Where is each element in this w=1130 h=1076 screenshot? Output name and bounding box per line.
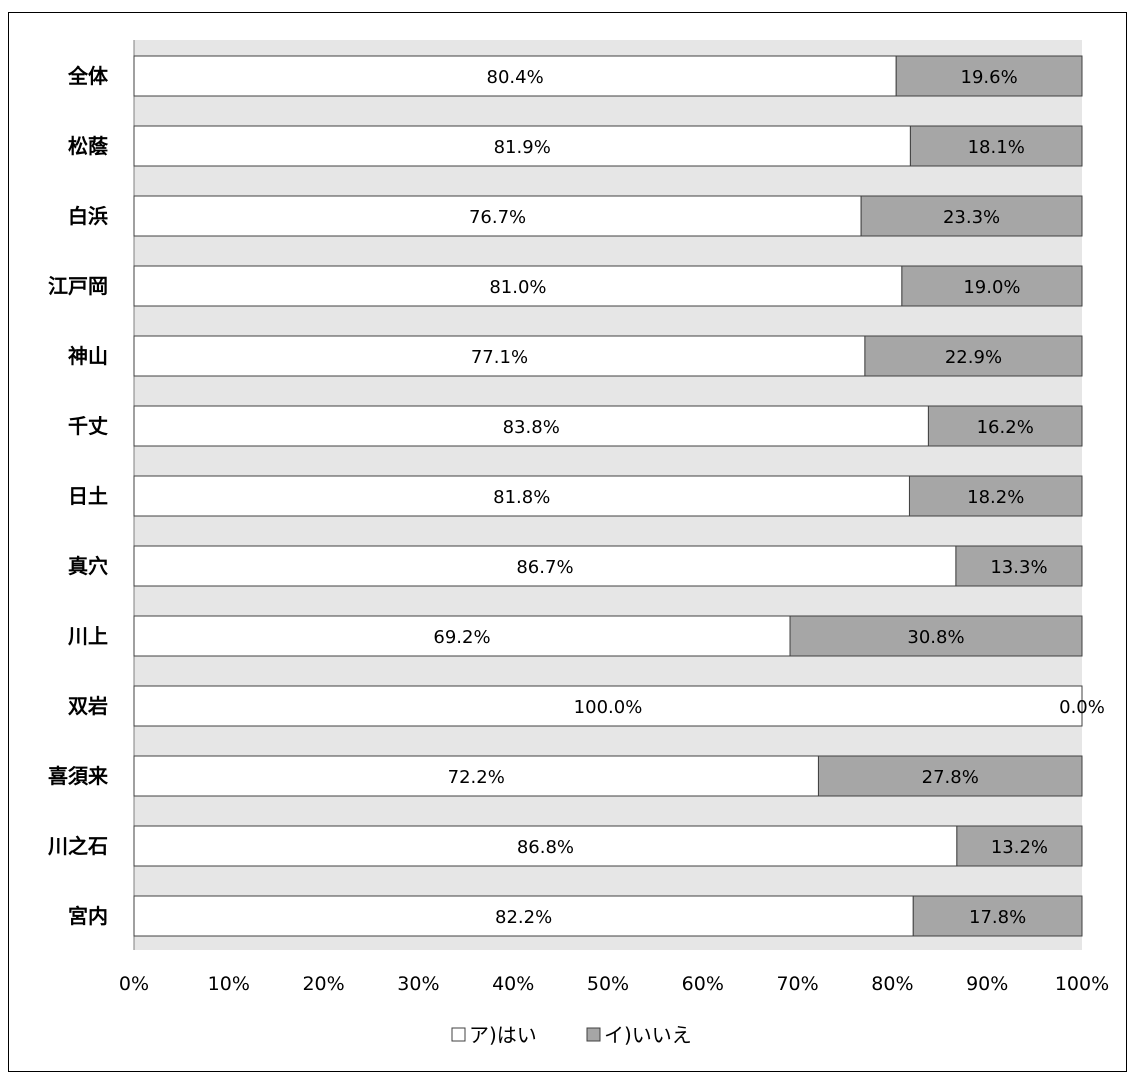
bar-segment-1 — [133, 755, 819, 797]
x-tick-label: 60% — [682, 973, 724, 995]
category-label: 宮内 — [68, 904, 108, 928]
bar-segment-1 — [133, 335, 866, 377]
bar-segment-2 — [927, 405, 1083, 447]
data-label: 30.8% — [907, 627, 964, 648]
data-label: 18.2% — [967, 487, 1024, 508]
category-label: 双岩 — [68, 694, 108, 718]
x-tick-label: 10% — [208, 973, 250, 995]
bar-segment-2 — [912, 895, 1083, 937]
bar-segment-2 — [909, 125, 1083, 167]
category-label: 白浜 — [68, 204, 108, 228]
bar-segment-2 — [901, 265, 1083, 307]
data-label: 81.8% — [493, 487, 550, 508]
x-tick-label: 100% — [1055, 973, 1109, 995]
data-label: 86.8% — [517, 837, 574, 858]
category-label: 江戸岡 — [48, 274, 108, 298]
data-label: 83.8% — [503, 417, 560, 438]
bar-segment-2 — [956, 825, 1083, 867]
legend-label: ア)はい — [469, 1023, 537, 1047]
bar-segment-1 — [133, 825, 958, 867]
x-tick-label: 70% — [776, 973, 818, 995]
bar-segment-2 — [895, 55, 1083, 97]
legend-label: イ)いいえ — [604, 1023, 692, 1047]
bar-segment-1 — [133, 475, 910, 517]
bar-segment-2 — [864, 335, 1083, 377]
bar-segment-2 — [955, 545, 1083, 587]
bar-segment-1 — [133, 895, 914, 937]
data-label: 81.0% — [489, 277, 546, 298]
data-label: 100.0% — [574, 697, 643, 718]
category-label: 全体 — [67, 64, 109, 88]
bar-segment-1 — [133, 55, 897, 97]
x-tick-label: 20% — [302, 973, 344, 995]
data-label: 72.2% — [448, 767, 505, 788]
bar-segment-2 — [789, 615, 1083, 657]
x-tick-label: 40% — [492, 973, 534, 995]
data-label: 81.9% — [494, 137, 551, 158]
data-label: 80.4% — [487, 67, 544, 88]
data-label: 82.2% — [495, 907, 552, 928]
chart-frame — [8, 12, 1127, 1072]
data-label: 19.0% — [963, 277, 1020, 298]
bar-segment-1 — [133, 195, 862, 237]
bar-segment-1 — [133, 615, 791, 657]
bar-segment-2 — [817, 755, 1083, 797]
category-label: 真穴 — [68, 554, 108, 578]
data-label: 19.6% — [961, 67, 1018, 88]
bar-segment-1 — [133, 685, 1083, 727]
bar-segment-1 — [133, 405, 929, 447]
data-label: 17.8% — [969, 907, 1026, 928]
data-label: 18.1% — [968, 137, 1025, 158]
x-tick-label: 50% — [587, 973, 629, 995]
bar-segment-1 — [133, 545, 957, 587]
x-tick-label: 0% — [119, 973, 149, 995]
bar-segment-2 — [908, 475, 1083, 517]
category-label: 日土 — [68, 484, 108, 508]
category-label: 千丈 — [68, 414, 108, 438]
legend-swatch-1 — [451, 1027, 466, 1042]
legend-swatch-2 — [586, 1027, 601, 1042]
x-tick-label: 30% — [397, 973, 439, 995]
x-tick-label: 80% — [871, 973, 913, 995]
category-label: 喜須来 — [48, 764, 109, 788]
data-label: 13.2% — [991, 837, 1048, 858]
category-label: 松蔭 — [68, 134, 109, 158]
data-label: 76.7% — [469, 207, 526, 228]
category-label: 川上 — [67, 624, 108, 648]
data-label: 23.3% — [943, 207, 1000, 228]
data-label: 86.7% — [516, 557, 573, 578]
category-label: 神山 — [68, 344, 108, 368]
bar-segment-1 — [133, 265, 903, 307]
data-label: 16.2% — [977, 417, 1034, 438]
x-tick-label: 90% — [966, 973, 1008, 995]
data-label: 77.1% — [471, 347, 528, 368]
data-label: 22.9% — [945, 347, 1002, 368]
data-label: 13.3% — [990, 557, 1047, 578]
data-label: 69.2% — [433, 627, 490, 648]
category-label: 川之石 — [47, 834, 108, 858]
data-label: 0.0% — [1059, 697, 1105, 718]
bar-segment-2 — [860, 195, 1083, 237]
data-label: 27.8% — [922, 767, 979, 788]
